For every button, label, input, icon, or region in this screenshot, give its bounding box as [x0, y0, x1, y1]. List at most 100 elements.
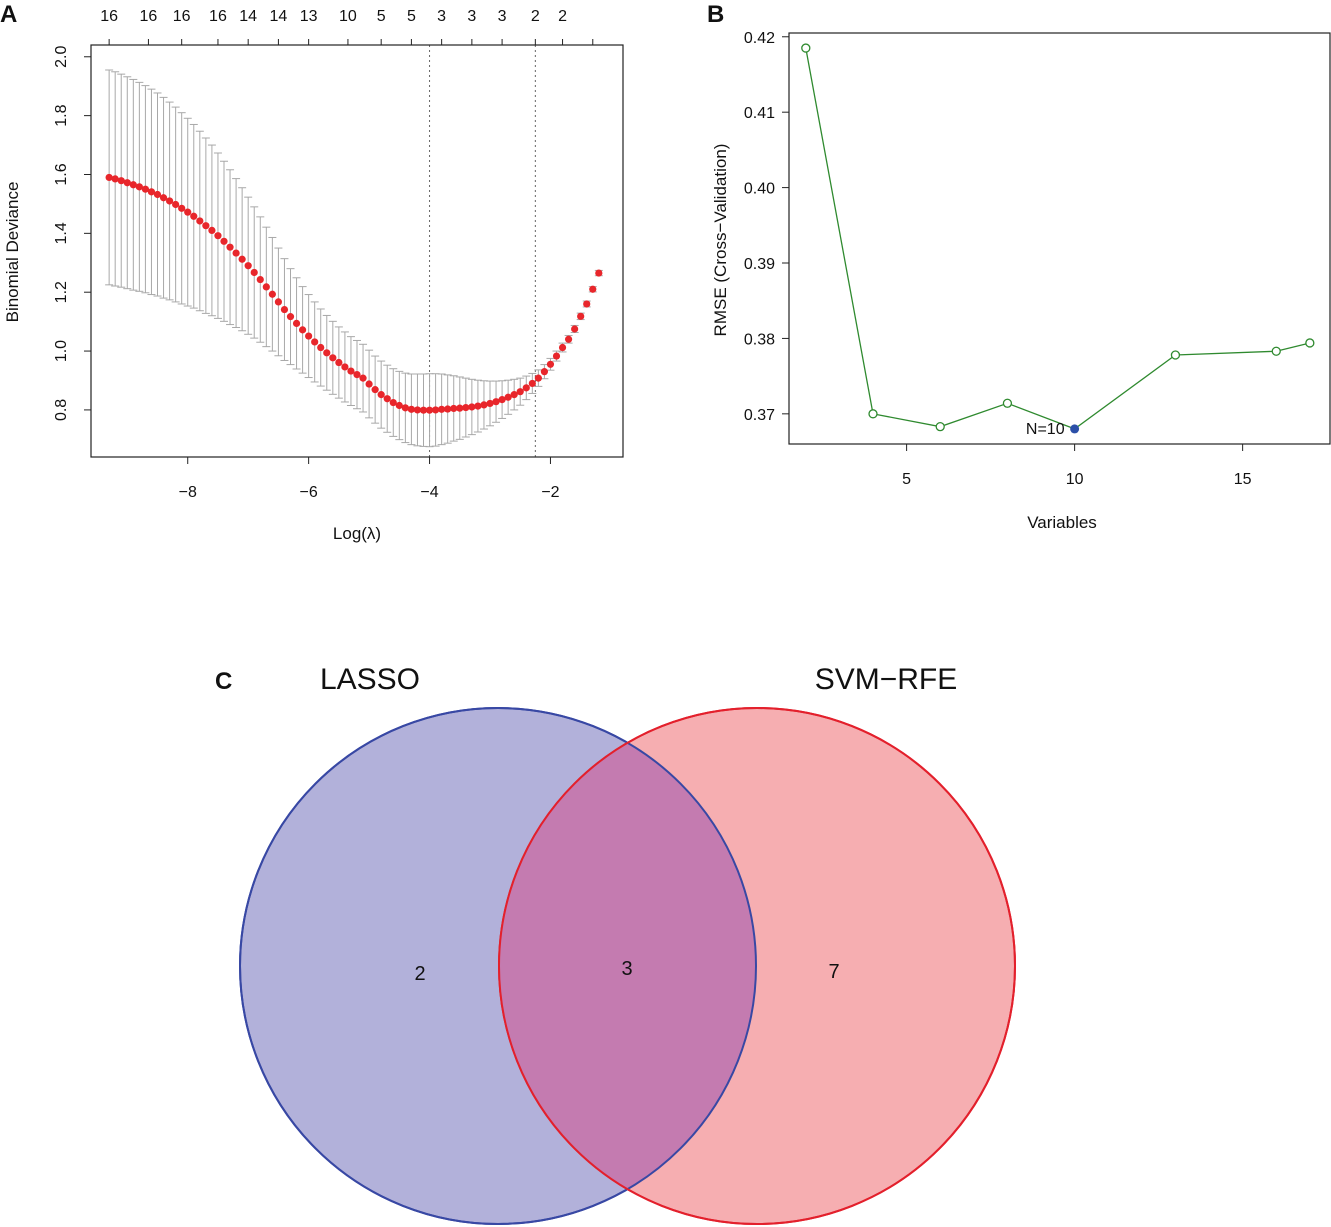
top-tick-label: 3 [498, 8, 507, 25]
deviance-point [226, 243, 234, 251]
deviance-point [377, 391, 385, 399]
deviance-point [268, 290, 276, 298]
panel-a-x-axis: −8 −6 −4 −2 [179, 456, 560, 501]
deviance-point [184, 208, 192, 216]
deviance-point [480, 401, 488, 409]
venn-lasso-outline [239, 707, 757, 1225]
deviance-point [486, 399, 494, 408]
panel-b-rmse-line [805, 47, 1310, 430]
x-tick-label: 10 [1066, 471, 1084, 488]
venn-lasso-only-count: 2 [414, 963, 425, 985]
deviance-point [589, 285, 597, 293]
y-tick-label: 0.40 [744, 181, 775, 198]
top-tick-label: 3 [437, 8, 446, 25]
deviance-point [341, 363, 349, 371]
deviance-point [371, 386, 379, 394]
y-tick-label: 0.8 [53, 399, 70, 421]
panel-b-letter: B [707, 1, 724, 28]
deviance-point [353, 371, 361, 379]
y-tick-label: 1.6 [53, 163, 70, 185]
y-tick-label: 0.38 [744, 331, 775, 348]
deviance-point [172, 200, 180, 209]
deviance-point [504, 393, 512, 401]
deviance-point [274, 298, 283, 306]
panel-b-plot-frame [788, 32, 1331, 445]
deviance-point [462, 403, 470, 412]
deviance-point [552, 352, 561, 360]
top-tick-label: 16 [100, 8, 118, 25]
rmse-point [1170, 350, 1181, 360]
deviance-point [105, 173, 113, 182]
rmse-line-path [805, 47, 1310, 430]
venn-svm-rfe-outline [498, 707, 1016, 1225]
top-tick-label: 3 [467, 8, 476, 25]
y-tick-label: 1.8 [53, 104, 70, 126]
deviance-point [564, 335, 573, 343]
deviance-point [468, 403, 476, 411]
deviance-point [540, 368, 549, 376]
deviance-point [317, 343, 325, 352]
deviance-point [546, 360, 555, 368]
y-tick-label: 1.2 [53, 281, 70, 303]
panel-a-deviance-points [105, 173, 603, 414]
panel-c-letter: C [215, 668, 232, 695]
deviance-point [135, 183, 143, 191]
panel-b-y-axis-title: RMSE (Cross−Validation) [711, 144, 730, 337]
panel-c-venn-diagram: C LASSO SVM−RFE 2 3 7 [215, 663, 1016, 1225]
y-tick-label: 1.4 [53, 222, 70, 244]
rmse-point [1002, 398, 1013, 408]
deviance-point [141, 185, 150, 193]
deviance-point [238, 255, 246, 263]
deviance-point [492, 398, 500, 406]
deviance-point [147, 188, 156, 196]
panel-b-x-axis: 5 10 15 [902, 444, 1252, 488]
deviance-point [178, 204, 186, 212]
deviance-point [311, 338, 319, 346]
deviance-point [286, 313, 295, 321]
top-tick-label: 2 [558, 8, 567, 25]
x-tick-label: −8 [179, 484, 197, 501]
deviance-point [401, 404, 409, 412]
deviance-point [196, 217, 204, 225]
panel-b-rmse-points [801, 43, 1315, 434]
y-tick-label: 0.41 [744, 105, 775, 122]
deviance-point [117, 177, 125, 185]
deviance-point [522, 384, 530, 392]
venn-lasso-title: LASSO [320, 663, 420, 696]
top-tick-label: 14 [270, 8, 288, 25]
panel-a-letter: A [0, 1, 17, 28]
venn-svm-rfe-only-count: 7 [828, 961, 839, 983]
rmse-point [801, 43, 811, 53]
deviance-point [208, 226, 216, 234]
deviance-point [456, 404, 464, 412]
top-tick-label: 14 [239, 8, 257, 25]
x-tick-label: 5 [902, 471, 911, 488]
deviance-point [577, 312, 585, 320]
rmse-point [1271, 346, 1281, 356]
top-tick-label: 16 [173, 8, 191, 25]
deviance-point [365, 380, 373, 388]
deviance-point [534, 374, 542, 382]
deviance-point [159, 194, 168, 202]
y-tick-label: 0.42 [744, 30, 775, 47]
deviance-point [329, 354, 337, 362]
deviance-point [510, 391, 518, 399]
panel-b-y-axis: 0.37 0.38 0.39 0.40 0.41 0.42 [744, 30, 789, 424]
deviance-point [153, 190, 162, 199]
deviance-point [450, 404, 458, 413]
deviance-point [292, 319, 301, 327]
deviance-point [202, 222, 210, 230]
panel-a-reference-lines [429, 45, 536, 457]
panel-b-best-label: N=10 [1026, 421, 1065, 438]
deviance-point [232, 249, 240, 257]
x-tick-label: −2 [541, 484, 559, 501]
deviance-point [413, 406, 422, 414]
deviance-point [335, 358, 343, 367]
deviance-point [395, 401, 403, 410]
deviance-point [595, 269, 603, 277]
deviance-point [425, 406, 434, 414]
panel-a-x-axis-title: Log(λ) [333, 524, 381, 543]
deviance-point [347, 367, 355, 375]
panel-a-y-axis-title: Binomial Deviance [3, 182, 22, 323]
venn-overlap-region [499, 708, 756, 1224]
